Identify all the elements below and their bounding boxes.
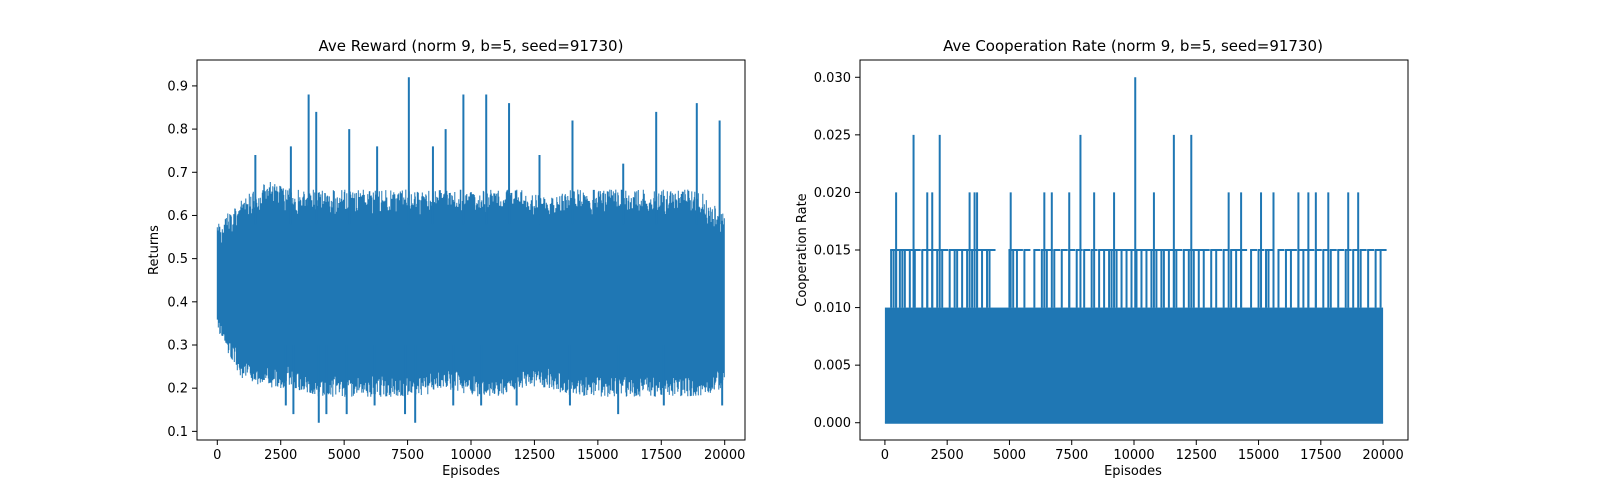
y-tick-label: 0.000 — [814, 416, 851, 431]
y-tick-label: 0.020 — [814, 186, 851, 201]
y-tick-label: 0.3 — [167, 339, 188, 354]
cooperation-y-axis-label: Cooperation Rate — [795, 193, 810, 306]
reward-series-band — [216, 182, 725, 397]
cooperation-x-ticks: 0 2500 5000 7500 10000 12500 15000 17500 20000 — [881, 440, 1404, 463]
y-tick-label: 0.5 — [167, 252, 188, 267]
x-tick-label: 5000 — [993, 448, 1026, 463]
cooperation-plot-area — [884, 77, 1387, 424]
cooperation-chart-title: Ave Cooperation Rate (norm 9, b=5, seed=… — [943, 37, 1323, 55]
y-tick-label: 0.2 — [167, 382, 188, 397]
x-tick-label: 7500 — [1055, 448, 1088, 463]
y-tick-label: 0.8 — [167, 123, 188, 138]
x-tick-label: 2500 — [264, 448, 297, 463]
x-tick-label: 5000 — [328, 448, 361, 463]
x-tick-label: 17500 — [1300, 448, 1341, 463]
reward-chart-title: Ave Reward (norm 9, b=5, seed=91730) — [319, 37, 624, 55]
y-tick-label: 0.030 — [814, 71, 851, 86]
reward-chart: Ave Reward (norm 9, b=5, seed=91730) 0 25… — [147, 37, 746, 479]
y-tick-label: 0.005 — [814, 359, 851, 374]
cooperation-chart: Ave Cooperation Rate (norm 9, b=5, seed=… — [795, 37, 1409, 479]
reward-y-ticks: 0.1 0.2 0.3 0.4 0.5 0.6 0.7 0.8 0.9 — [167, 79, 197, 440]
cooperation-series-band — [884, 307, 1384, 423]
x-tick-label: 10000 — [450, 448, 491, 463]
y-tick-label: 0.4 — [167, 295, 188, 310]
reward-y-axis-label: Returns — [147, 225, 162, 275]
x-tick-label: 12500 — [1176, 448, 1217, 463]
x-tick-label: 0 — [881, 448, 889, 463]
y-tick-label: 0.7 — [167, 166, 188, 181]
y-tick-label: 0.6 — [167, 209, 188, 224]
x-tick-label: 7500 — [391, 448, 424, 463]
reward-x-axis-label: Episodes — [442, 464, 500, 479]
x-tick-label: 0 — [213, 448, 221, 463]
y-tick-label: 0.9 — [167, 79, 188, 94]
x-tick-label: 15000 — [1238, 448, 1279, 463]
x-tick-label: 20000 — [1362, 448, 1403, 463]
y-tick-label: 0.010 — [814, 301, 851, 316]
reward-plot-area — [216, 77, 725, 423]
x-tick-label: 10000 — [1113, 448, 1154, 463]
y-tick-label: 0.015 — [814, 244, 851, 259]
y-tick-label: 0.1 — [167, 425, 188, 440]
reward-x-ticks: 0 2500 5000 7500 10000 12500 15000 17500 20000 — [213, 440, 745, 463]
x-tick-label: 2500 — [931, 448, 964, 463]
x-tick-label: 20000 — [704, 448, 745, 463]
x-tick-label: 17500 — [641, 448, 682, 463]
cooperation-y-ticks: 0.000 0.005 0.010 0.015 0.020 0.025 0.030 — [814, 71, 860, 431]
x-tick-label: 12500 — [514, 448, 555, 463]
x-tick-label: 15000 — [577, 448, 618, 463]
y-tick-label: 0.025 — [814, 128, 851, 143]
cooperation-x-axis-label: Episodes — [1104, 464, 1162, 479]
